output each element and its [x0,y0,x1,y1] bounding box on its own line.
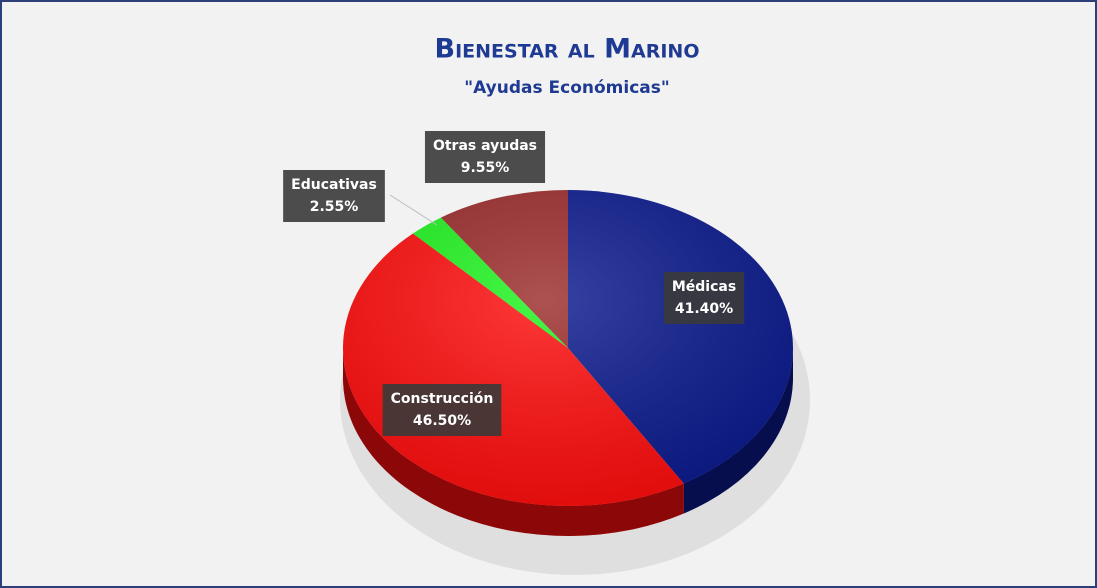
label-category: Construcción [391,391,494,407]
label-value: 9.55% [461,160,510,176]
label-box [382,384,502,436]
chart-subtitle: "Ayudas Económicas" [464,78,670,98]
data-label: Otras ayudas 9.55% [424,131,546,183]
label-value: 46.50% [413,413,471,429]
label-box [283,170,385,222]
leader-line [389,194,438,226]
label-category: Educativas [291,177,377,193]
data-label: Educativas 2.55% [283,170,385,222]
data-labels: Médicas 41.40% Construcción 46.50% Educativa… [283,131,745,436]
label-box [663,272,745,324]
label-box [424,131,546,183]
data-label: Médicas 41.40% [663,272,745,324]
label-category: Médicas [672,279,736,295]
label-value: 2.55% [310,199,359,215]
chart-title: Bienestar al Marino [435,34,700,65]
pie-top [342,189,794,507]
label-category: Otras ayudas [433,138,537,154]
data-label: Construcción 46.50% [382,384,502,436]
label-value: 41.40% [675,301,733,317]
